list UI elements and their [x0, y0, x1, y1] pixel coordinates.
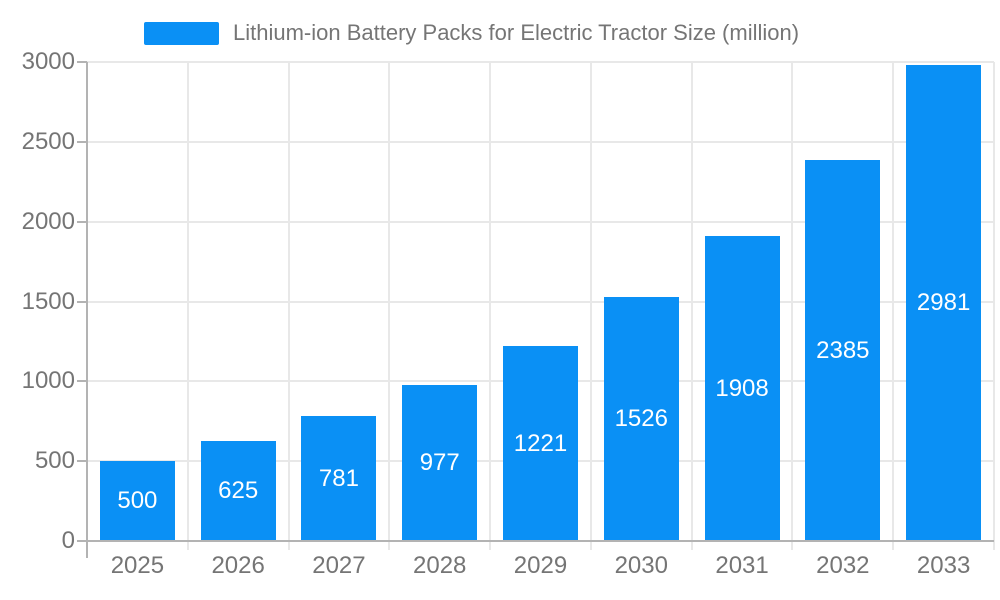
- y-axis-tick: [77, 460, 87, 463]
- x-axis-label: 2031: [715, 552, 769, 579]
- gridline-h: [87, 140, 994, 143]
- bar-2032: [805, 160, 881, 541]
- x-axis-tick: [993, 541, 995, 550]
- bar-2026: [200, 441, 276, 541]
- bar-2029: [503, 346, 578, 541]
- y-axis-label: 500: [34, 447, 75, 475]
- x-axis-tick: [388, 541, 391, 550]
- legend-item[interactable]: Lithium-ion Battery Packs for Electric T…: [144, 20, 799, 46]
- y-axis-label: 1500: [21, 287, 75, 315]
- x-axis-tick: [791, 541, 794, 550]
- gridline-v: [993, 62, 995, 541]
- bar-value-label: 1526: [614, 405, 668, 433]
- x-axis-line: [87, 540, 994, 542]
- x-axis-label: 2032: [816, 552, 870, 579]
- bar-value-label: 1221: [513, 429, 568, 457]
- y-axis-tick: [77, 140, 87, 143]
- x-axis-label: 2030: [614, 552, 668, 579]
- x-axis-tick: [589, 541, 592, 550]
- gridline-v: [186, 62, 189, 541]
- bar-value-label: 977: [419, 449, 460, 476]
- bar-value-label: 2385: [816, 336, 870, 364]
- x-axis-tick: [489, 541, 492, 550]
- y-axis-label: 2000: [21, 207, 75, 235]
- y-axis-tick: [77, 220, 87, 223]
- x-axis-label: 2026: [211, 552, 265, 579]
- x-axis-label: 2033: [916, 552, 971, 579]
- y-axis-line: [86, 62, 88, 558]
- x-axis-label: 2027: [312, 552, 366, 579]
- bar-value-label: 500: [117, 487, 158, 515]
- gridline-h: [87, 220, 994, 223]
- bar-2027: [301, 416, 377, 541]
- x-axis-tick: [690, 541, 693, 550]
- y-axis-tick: [77, 61, 87, 63]
- y-axis-tick: [77, 380, 87, 383]
- gridline-h: [87, 300, 994, 303]
- legend-label: Lithium-ion Battery Packs for Electric T…: [233, 20, 800, 45]
- plot-area: 500 625 781 977 1221 1526 1908 2385 2981: [77, 61, 995, 558]
- gridline-v: [388, 62, 391, 541]
- y-axis-tick: [77, 300, 87, 303]
- gridline-v: [489, 62, 492, 541]
- gridline-h: [87, 61, 994, 63]
- y-axis-label: 1000: [21, 367, 75, 395]
- bar-value-label: 625: [218, 477, 259, 505]
- y-axis-label: 0: [61, 527, 75, 554]
- gridline-v: [791, 62, 794, 541]
- legend-swatch-icon: [144, 21, 219, 45]
- bar-value-label: 781: [318, 464, 359, 492]
- bar-2031: [704, 236, 780, 541]
- x-axis-tick: [186, 541, 189, 550]
- gridline-v: [892, 62, 895, 541]
- bar-value-label: 2981: [916, 289, 971, 317]
- gridline-v: [589, 62, 592, 541]
- x-axis-tick: [892, 541, 895, 550]
- bar-value-label: 1908: [715, 374, 769, 402]
- gridline-v: [690, 62, 693, 541]
- y-axis-label: 2500: [21, 127, 75, 155]
- x-axis-label: 2029: [513, 552, 568, 579]
- bar-2030: [603, 297, 679, 541]
- bar-2033: [906, 65, 982, 541]
- y-axis-tick: [77, 540, 87, 542]
- x-axis-label: 2028: [413, 552, 467, 579]
- y-axis-label: 3000: [21, 48, 75, 75]
- gridline-v: [287, 62, 290, 541]
- x-axis-label: 2025: [110, 552, 165, 579]
- bar-2028: [402, 385, 478, 541]
- bar-2025: [99, 461, 175, 541]
- x-axis-tick: [287, 541, 290, 550]
